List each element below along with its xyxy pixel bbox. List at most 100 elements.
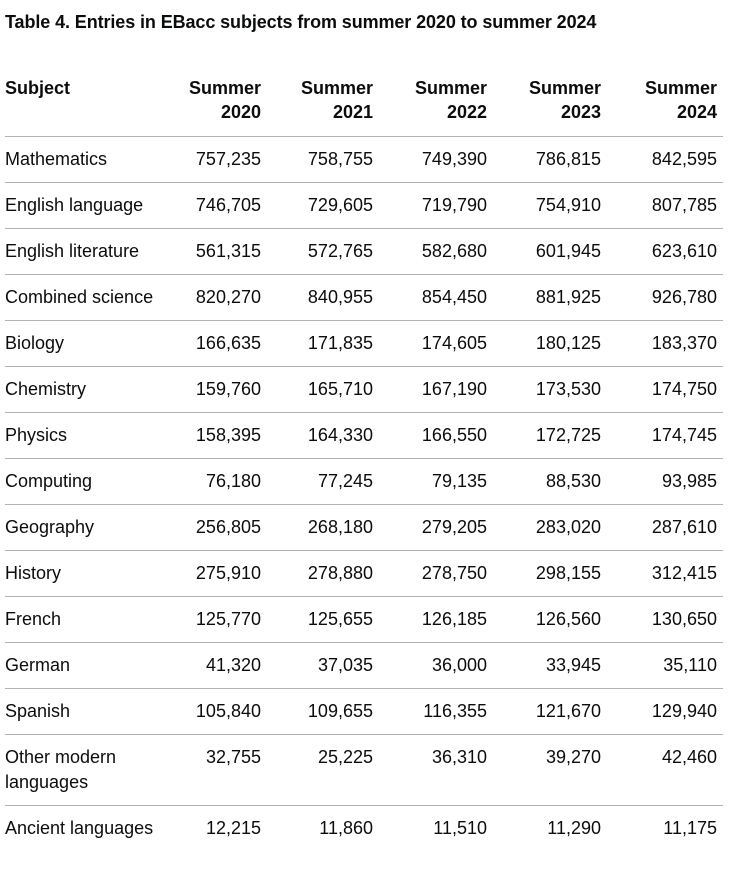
value-cell: 37,035 — [267, 642, 379, 689]
value-cell: 275,910 — [173, 550, 267, 597]
value-cell: 298,155 — [493, 550, 607, 597]
year-header-line1: Summer — [414, 78, 487, 98]
table-row: Ancient languages 12,215 11,860 11,510 1… — [5, 806, 723, 852]
value-cell: 842,595 — [607, 136, 723, 183]
value-cell: 171,835 — [267, 320, 379, 367]
table-row: Biology 166,635 171,835 174,605 180,125 … — [5, 320, 723, 367]
table-row: Chemistry 159,760 165,710 167,190 173,53… — [5, 366, 723, 413]
value-cell: 33,945 — [493, 642, 607, 689]
year-column-header: Summer 2021 — [267, 76, 379, 137]
year-header-line2: 2021 — [332, 102, 373, 122]
value-cell: 180,125 — [493, 320, 607, 367]
table-row: History 275,910 278,880 278,750 298,155 … — [5, 550, 723, 597]
value-cell: 165,710 — [267, 366, 379, 413]
value-cell: 183,370 — [607, 320, 723, 367]
value-cell: 601,945 — [493, 228, 607, 275]
value-cell: 12,215 — [205, 818, 261, 838]
value-cell: 582,680 — [379, 228, 493, 275]
year-header-line1: Summer — [528, 78, 601, 98]
value-cell: 172,725 — [493, 412, 607, 459]
subject-cell: Biology — [5, 320, 173, 367]
value-cell: 11,175 — [663, 818, 717, 838]
value-cell: 109,655 — [267, 688, 379, 735]
value-cell: 126,185 — [379, 596, 493, 643]
subject-cell: Physics — [5, 412, 173, 459]
value-cell: 39,270 — [493, 734, 607, 806]
value-cell: 746,705 — [173, 182, 267, 229]
subject-column-header: Subject — [5, 76, 173, 137]
table-row: English language 746,705 729,605 719,790… — [5, 182, 723, 229]
subject-cell: Other modern languages — [5, 734, 173, 806]
value-cell: 719,790 — [379, 182, 493, 229]
table-row: Other modern languages 32,755 25,225 36,… — [5, 734, 723, 806]
ebacc-entries-table: Subject Summer 2020 Summer 2021 Summer 2… — [5, 76, 723, 851]
subject-cell: Spanish — [5, 688, 173, 735]
value-cell: 854,450 — [379, 274, 493, 321]
table-row: Geography 256,805 268,180 279,205 283,02… — [5, 504, 723, 551]
subject-cell: Computing — [5, 458, 173, 505]
value-cell: 312,415 — [607, 550, 723, 597]
value-cell: 572,765 — [267, 228, 379, 275]
value-cell: 749,390 — [379, 136, 493, 183]
value-cell: 807,785 — [607, 182, 723, 229]
value-cell: 786,815 — [493, 136, 607, 183]
value-cell: 881,925 — [493, 274, 607, 321]
value-cell: 41,320 — [173, 642, 267, 689]
value-cell: 76,180 — [173, 458, 267, 505]
subject-cell: German — [5, 642, 173, 689]
value-cell: 88,530 — [493, 458, 607, 505]
subject-cell: English language — [5, 182, 173, 229]
value-cell: 164,330 — [267, 412, 379, 459]
value-cell: 279,205 — [379, 504, 493, 551]
value-cell: 173,530 — [493, 366, 607, 413]
value-cell: 268,180 — [267, 504, 379, 551]
value-cell: 125,655 — [267, 596, 379, 643]
subject-cell: English literature — [5, 228, 173, 275]
value-cell: 11,290 — [547, 818, 601, 838]
value-cell: 36,000 — [379, 642, 493, 689]
value-cell: 11,860 — [319, 818, 373, 838]
value-cell: 278,880 — [267, 550, 379, 597]
value-cell: 121,670 — [493, 688, 607, 735]
table-row: Spanish 105,840 109,655 116,355 121,670 … — [5, 688, 723, 735]
value-cell: 79,135 — [379, 458, 493, 505]
value-cell: 158,395 — [173, 412, 267, 459]
value-cell: 283,020 — [493, 504, 607, 551]
value-cell: 287,610 — [607, 504, 723, 551]
value-cell: 11,510 — [433, 818, 487, 838]
year-column-header: Summer 2020 — [173, 76, 267, 137]
subject-cell: Combined science — [5, 274, 173, 321]
value-cell: 42,460 — [607, 734, 723, 806]
year-column-header: Summer 2023 — [493, 76, 607, 137]
year-header-line2: 2024 — [676, 102, 717, 122]
value-cell: 36,310 — [379, 734, 493, 806]
subject-cell: Chemistry — [5, 366, 173, 413]
value-cell: 820,270 — [173, 274, 267, 321]
value-cell: 129,940 — [607, 688, 723, 735]
table-row: English literature 561,315 572,765 582,6… — [5, 228, 723, 275]
value-cell: 126,560 — [493, 596, 607, 643]
value-cell: 758,755 — [267, 136, 379, 183]
subject-cell: Ancient languages — [5, 818, 154, 838]
table-row: German 41,320 37,035 36,000 33,945 35,11… — [5, 642, 723, 689]
value-cell: 105,840 — [173, 688, 267, 735]
value-cell: 130,650 — [607, 596, 723, 643]
subject-cell: French — [5, 596, 173, 643]
table-row: French 125,770 125,655 126,185 126,560 1… — [5, 596, 723, 643]
value-cell: 757,235 — [173, 136, 267, 183]
table-row: Physics 158,395 164,330 166,550 172,725 … — [5, 412, 723, 459]
header-row: Subject Summer 2020 Summer 2021 Summer 2… — [5, 76, 723, 137]
value-cell: 754,910 — [493, 182, 607, 229]
year-column-header: Summer 2022 — [379, 76, 493, 137]
value-cell: 25,225 — [267, 734, 379, 806]
table-row: Combined science 820,270 840,955 854,450… — [5, 274, 723, 321]
value-cell: 840,955 — [267, 274, 379, 321]
value-cell: 159,760 — [173, 366, 267, 413]
table-caption: Table 4. Entries in EBacc subjects from … — [5, 12, 597, 32]
value-cell: 256,805 — [173, 504, 267, 551]
subject-cell: Mathematics — [5, 136, 173, 183]
year-header-line2: 2020 — [220, 102, 261, 122]
year-header-line1: Summer — [300, 78, 373, 98]
year-column-header: Summer 2024 — [607, 76, 723, 137]
table-row: Mathematics 757,235 758,755 749,390 786,… — [5, 136, 723, 183]
